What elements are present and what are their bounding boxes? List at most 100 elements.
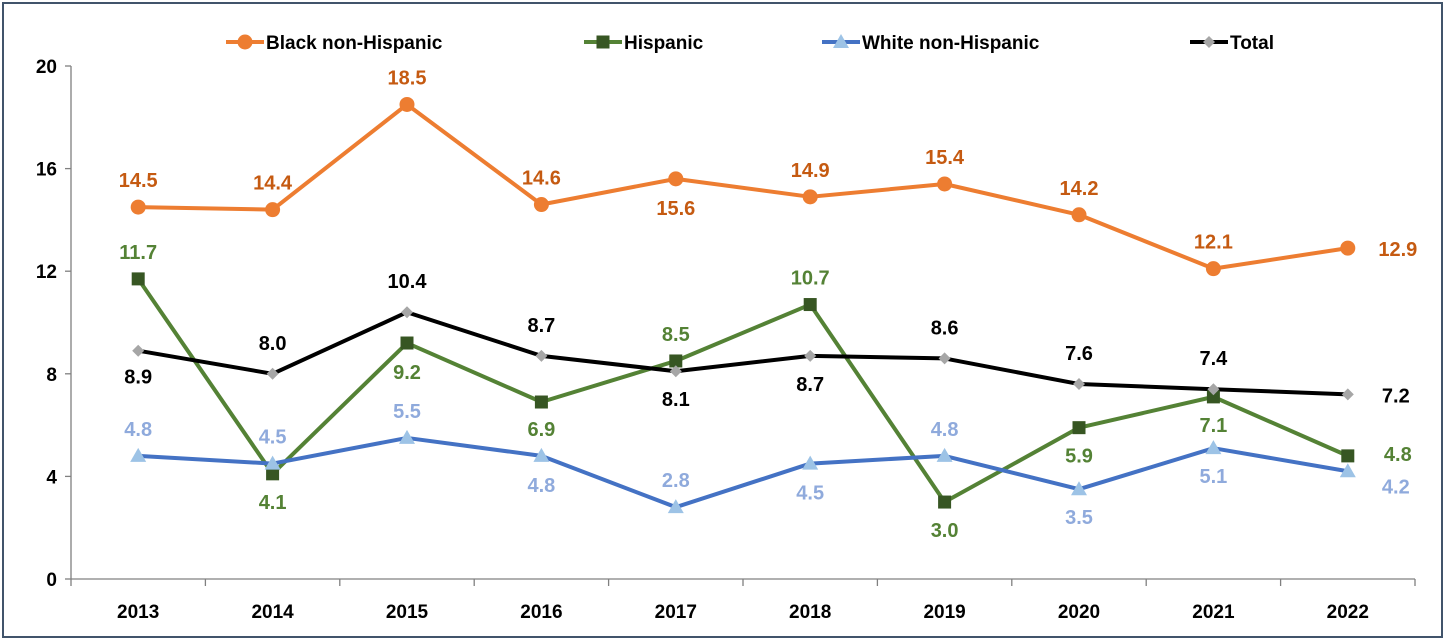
data-label: 3.0	[931, 520, 959, 542]
data-label: 8.0	[259, 333, 287, 355]
x-tick-label: 2016	[520, 602, 562, 623]
triangle-marker	[399, 429, 415, 444]
circle-marker	[399, 96, 415, 112]
diamond-marker	[669, 365, 682, 378]
diamond-marker	[1203, 36, 1215, 48]
data-label: 18.5	[388, 67, 427, 89]
series-line	[138, 435, 1349, 510]
data-label: 7.4	[1199, 348, 1228, 370]
y-tick-label: 8	[46, 365, 57, 386]
axes: 0 4 8 12 16 20 2013 2014 2015 2016 2017 2018 2019 202…	[36, 57, 1416, 623]
data-label: 10.4	[388, 271, 428, 293]
data-label: 15.4	[925, 147, 965, 169]
series-line	[137, 310, 1348, 397]
data-label: 8.7	[796, 374, 824, 396]
triangle-marker	[1071, 481, 1087, 496]
data-label: 8.6	[931, 317, 959, 339]
circle-marker	[802, 189, 818, 205]
legend: Black non-Hispanic Hispanic White non-Hisp…	[226, 33, 1274, 54]
data-label: 4.5	[796, 483, 824, 505]
legend-label: White non-Hispanic	[862, 33, 1040, 54]
x-tick-label: 2021	[1192, 602, 1235, 623]
data-label: 6.9	[527, 419, 555, 441]
data-label: 2.8	[662, 470, 690, 492]
triangle-marker	[533, 447, 550, 462]
data-label: 14.9	[791, 160, 830, 182]
x-tick-label: 2014	[251, 602, 294, 623]
circle-marker	[533, 197, 549, 213]
square-marker	[1072, 421, 1086, 435]
data-label: 5.9	[1065, 446, 1093, 468]
data-label: 8.1	[662, 389, 690, 411]
data-labels: 14.5 14.4 18.5 14.6 15.6 14.9 15.4 14.2 12.1 12.9…	[119, 67, 1418, 542]
data-label: 5.1	[1199, 466, 1227, 488]
triangle-marker	[833, 34, 849, 48]
data-label: 10.7	[791, 268, 830, 290]
data-label: 4.8	[1384, 444, 1412, 466]
data-label: 4.1	[259, 492, 287, 514]
square-marker	[400, 336, 414, 350]
legend-item: Hispanic	[584, 33, 704, 54]
data-label: 12.1	[1194, 232, 1233, 254]
triangle-marker	[264, 455, 281, 470]
square-marker	[266, 467, 280, 481]
y-tick-label: 4	[46, 467, 57, 488]
data-label: 7.1	[1199, 415, 1227, 437]
diamond-marker	[132, 344, 145, 357]
diamond-marker	[1341, 388, 1354, 401]
square-marker	[1206, 390, 1220, 404]
circle-marker	[937, 176, 953, 192]
data-label: 3.5	[1065, 507, 1093, 529]
diamond-marker	[1207, 383, 1220, 396]
y-tick-label: 0	[46, 570, 57, 591]
data-label: 8.7	[527, 315, 555, 337]
data-label: 8.5	[662, 324, 690, 346]
circle-marker	[1340, 240, 1356, 256]
legend-label: Hispanic	[624, 33, 704, 54]
data-label: 9.2	[393, 362, 421, 384]
square-marker	[534, 395, 548, 409]
series-line	[138, 102, 1349, 271]
data-label: 8.9	[124, 367, 152, 389]
circle-marker	[130, 199, 146, 215]
diamond-marker	[401, 306, 413, 319]
square-marker	[938, 495, 952, 509]
data-label: 7.6	[1065, 343, 1093, 365]
legend-item: White non-Hispanic	[822, 33, 1040, 54]
data-label: 7.2	[1382, 385, 1410, 407]
data-label: 4.5	[259, 427, 287, 449]
x-tick-label: 2013	[117, 602, 159, 623]
x-tick-label: 2018	[789, 602, 831, 623]
circle-marker	[1205, 261, 1221, 277]
x-tick-label: 2015	[386, 602, 429, 623]
triangle-marker	[1205, 440, 1222, 455]
series-lines	[136, 102, 1349, 510]
legend-label: Black non-Hispanic	[266, 33, 443, 54]
circle-marker	[668, 171, 684, 187]
x-tick-label: 2019	[923, 602, 965, 623]
data-label: 4.8	[124, 419, 152, 441]
series-line	[136, 277, 1349, 505]
diamond-marker	[535, 349, 548, 362]
triangle-marker	[667, 499, 684, 514]
legend-item: Black non-Hispanic	[226, 33, 443, 54]
x-tick-label: 2020	[1058, 602, 1100, 623]
data-label: 14.6	[522, 168, 561, 190]
legend-label: Total	[1230, 33, 1274, 54]
diamond-marker	[1073, 378, 1085, 391]
line-chart: 0 4 8 12 16 20 2013 2014 2015 2016 2017 2018 2019 202…	[36, 33, 1418, 623]
triangle-marker	[1339, 463, 1356, 478]
data-label: 12.9	[1378, 239, 1417, 261]
y-tick-label: 16	[36, 160, 57, 181]
square-marker	[131, 272, 145, 286]
circle-marker	[237, 34, 253, 50]
data-label: 14.5	[119, 170, 158, 192]
data-label: 14.2	[1060, 178, 1099, 200]
legend-item: Total	[1190, 33, 1274, 54]
triangle-marker	[936, 447, 953, 462]
y-tick-label: 20	[36, 57, 57, 78]
triangle-marker	[802, 455, 819, 470]
circle-marker	[1071, 207, 1087, 223]
diamond-marker	[266, 367, 279, 380]
series-markers	[130, 96, 1356, 514]
